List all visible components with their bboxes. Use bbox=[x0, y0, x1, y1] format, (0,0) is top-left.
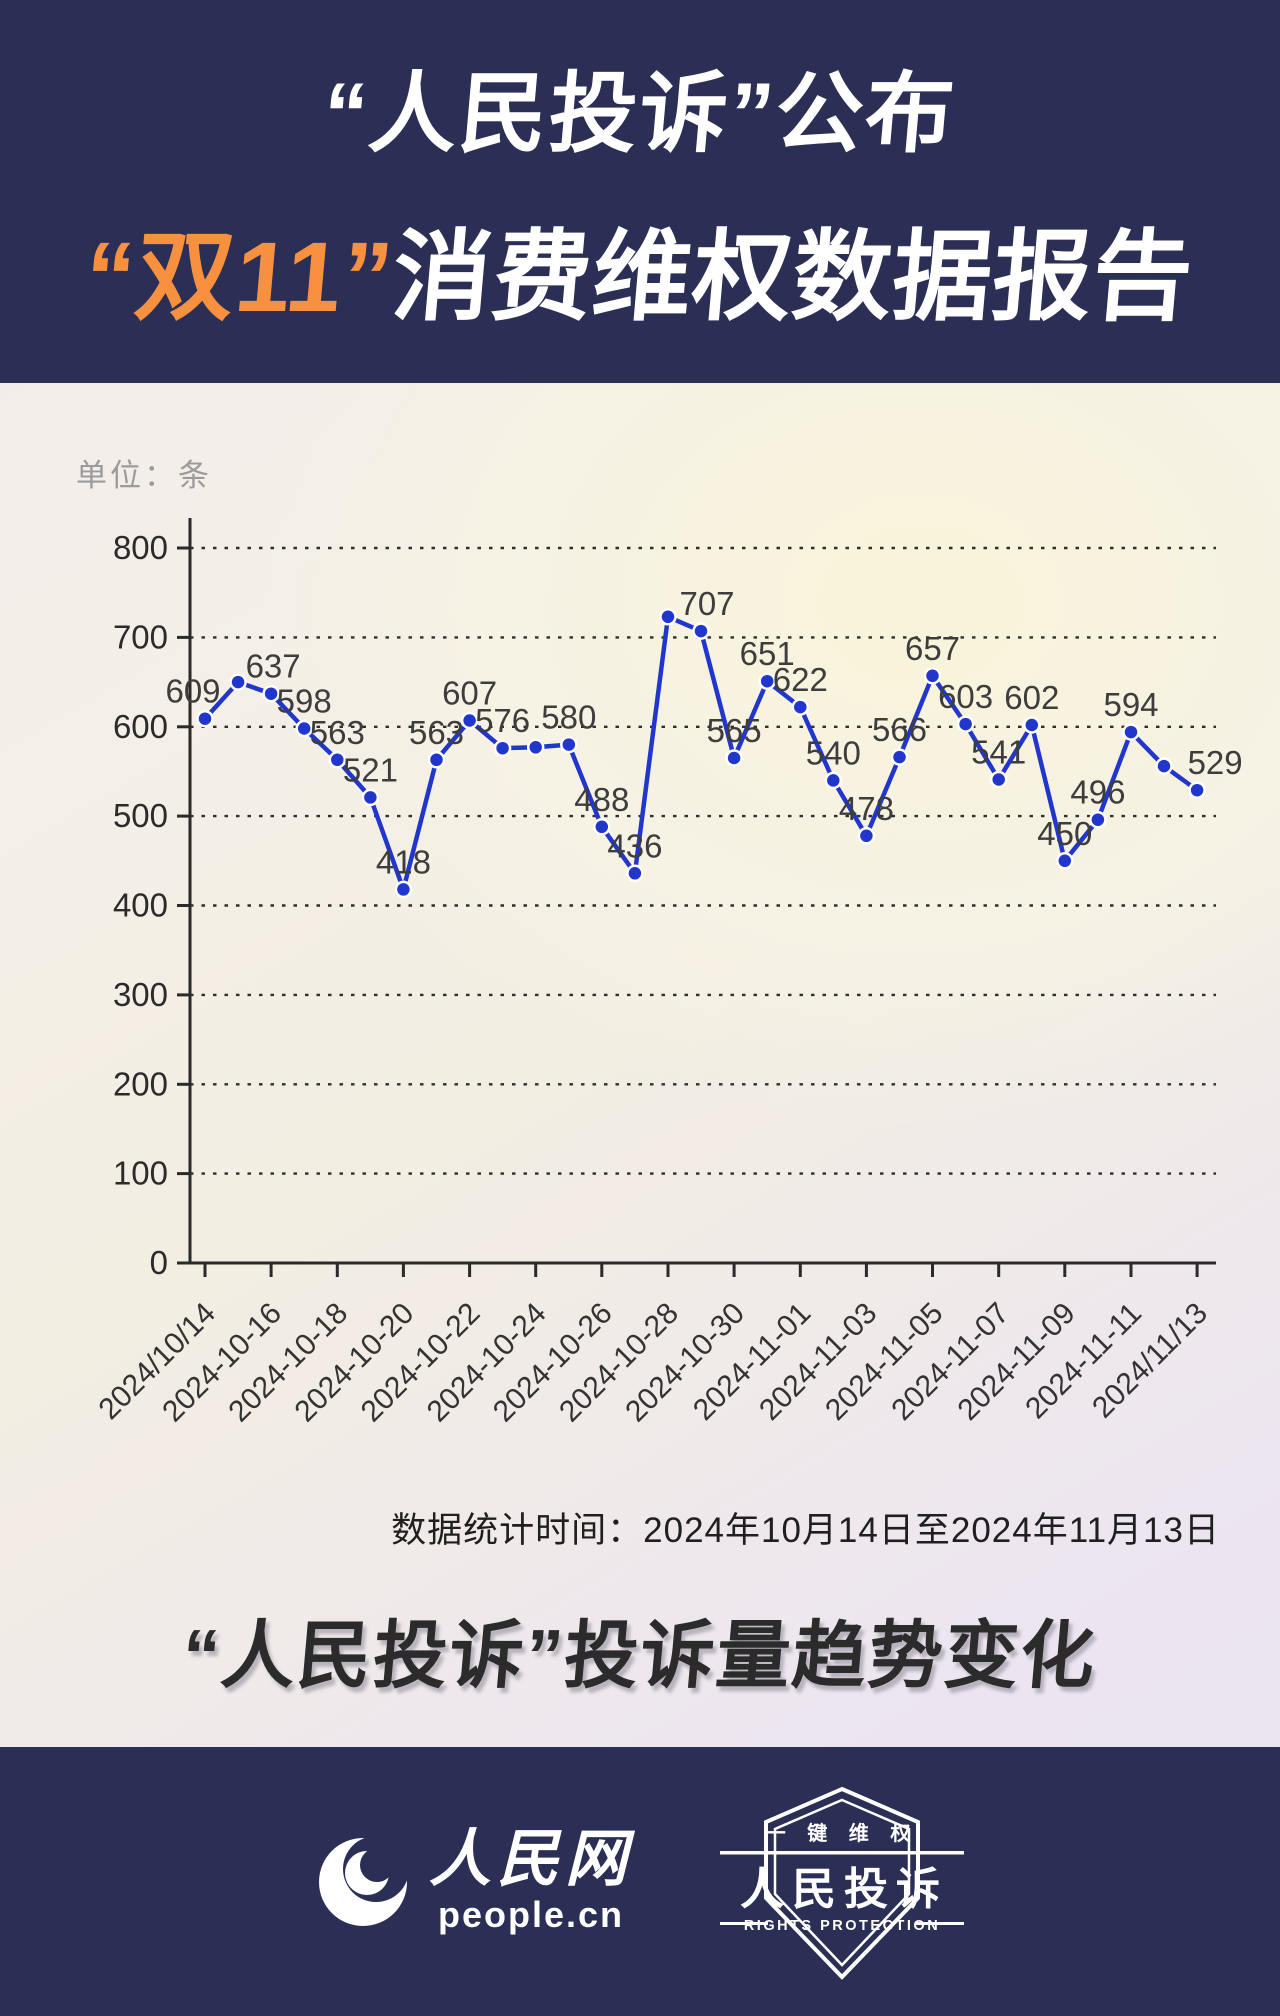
data-point bbox=[328, 751, 347, 769]
point-label: 565 bbox=[707, 712, 762, 749]
y-tick-label-600: 600 bbox=[113, 708, 168, 745]
data-point bbox=[1155, 757, 1173, 775]
point-label: 450 bbox=[1037, 815, 1092, 852]
chart-title: “人民投诉”投诉量趋势变化 bbox=[178, 1614, 1101, 1697]
data-point bbox=[1023, 716, 1041, 734]
point-label: 566 bbox=[872, 711, 927, 748]
data-period-caption: 数据统计时间：2024年10月14日至2024年11月13日 bbox=[391, 1511, 1220, 1550]
y-tick-label-300: 300 bbox=[113, 976, 168, 1013]
data-point bbox=[262, 684, 280, 703]
point-label: 541 bbox=[971, 734, 1026, 771]
badge-sub-text: RIGHTS PROTECTION bbox=[744, 1918, 940, 1934]
point-label: 488 bbox=[574, 781, 629, 818]
point-label: 563 bbox=[310, 714, 365, 751]
header-title-line2-rest: 消费维权数据报告 bbox=[388, 221, 1198, 332]
point-label: 609 bbox=[165, 673, 220, 710]
data-point bbox=[890, 748, 909, 766]
data-point bbox=[196, 709, 214, 728]
point-label: 637 bbox=[246, 648, 301, 685]
data-point bbox=[229, 673, 247, 691]
data-point bbox=[692, 622, 710, 640]
people-cn-wordmark: 人民网 people.cn bbox=[429, 1827, 633, 1936]
unit-label: 单位：条 bbox=[76, 458, 212, 493]
badge-upper-line bbox=[720, 1850, 964, 1854]
data-point bbox=[725, 749, 743, 767]
y-tick-label-500: 500 bbox=[113, 797, 168, 834]
data-point bbox=[460, 711, 479, 730]
data-point bbox=[1089, 810, 1107, 829]
point-label: 598 bbox=[277, 683, 332, 720]
point-label: 418 bbox=[376, 843, 431, 880]
data-point bbox=[560, 735, 578, 754]
data-point bbox=[295, 719, 313, 738]
rights-protection-badge: 一 键 维 权 人民投诉 RIGHTS PROTECTION bbox=[720, 1786, 964, 1980]
data-point bbox=[659, 608, 677, 626]
y-tick-label-400: 400 bbox=[113, 887, 168, 924]
footer-band: 人民网 people.cn 一 键 维 权 人民投诉 RIGHTS PROTEC… bbox=[0, 1747, 1280, 2016]
point-label: 478 bbox=[839, 790, 894, 827]
point-label: 580 bbox=[541, 699, 596, 736]
point-label: 496 bbox=[1070, 774, 1125, 811]
data-point bbox=[394, 880, 413, 899]
data-point bbox=[593, 818, 611, 836]
point-label: 622 bbox=[773, 661, 828, 698]
point-label: 603 bbox=[938, 678, 993, 715]
y-tick-label-800: 800 bbox=[113, 529, 168, 566]
data-point bbox=[956, 715, 975, 733]
badge-lower-line-left bbox=[720, 1921, 768, 1925]
y-tick-label-100: 100 bbox=[113, 1155, 168, 1192]
header-title-line2: “双11”消费维权数据报告 bbox=[80, 196, 1200, 340]
point-label: 707 bbox=[679, 585, 734, 622]
y-tick-label-200: 200 bbox=[113, 1065, 168, 1102]
data-point bbox=[923, 667, 942, 685]
data-point bbox=[1188, 781, 1206, 799]
point-label: 576 bbox=[475, 702, 530, 739]
point-label: 657 bbox=[905, 630, 960, 667]
point-label: 602 bbox=[1004, 679, 1059, 716]
header-title-highlight: “双11” bbox=[80, 221, 398, 332]
trend-line-chart: 01002003004005006007008002024/10/142024-… bbox=[92, 518, 1243, 1428]
y-tick-label-700: 700 bbox=[113, 618, 168, 655]
people-cn-domain: people.cn bbox=[437, 1894, 624, 1936]
point-label: 529 bbox=[1188, 744, 1243, 781]
header-title-line1: “人民投诉”公布 bbox=[319, 64, 960, 163]
point-label: 436 bbox=[607, 827, 662, 864]
badge-top-text: 一 键 维 权 bbox=[766, 1821, 919, 1845]
people-cn-swirl-icon bbox=[318, 1835, 409, 1926]
point-label: 563 bbox=[409, 714, 464, 751]
data-point bbox=[791, 698, 810, 716]
data-point bbox=[857, 827, 876, 845]
data-point bbox=[493, 739, 512, 757]
data-point bbox=[824, 771, 843, 790]
point-label: 540 bbox=[806, 734, 861, 771]
data-point bbox=[1122, 723, 1140, 741]
data-point bbox=[427, 751, 446, 769]
people-cn-name: 人民网 bbox=[428, 1824, 633, 1894]
badge-lower-line-right bbox=[916, 1921, 964, 1925]
data-point bbox=[626, 864, 644, 883]
data-point bbox=[526, 738, 545, 757]
badge-main-text: 人民投诉 bbox=[740, 1865, 948, 1914]
data-point bbox=[758, 672, 776, 690]
header-band: “人民投诉”公布 “双11”消费维权数据报告 bbox=[0, 0, 1280, 383]
point-label: 651 bbox=[740, 635, 795, 672]
y-tick-label-0: 0 bbox=[150, 1244, 168, 1281]
people-cn-logo: 人民网 people.cn bbox=[313, 1827, 633, 1936]
data-point bbox=[1056, 852, 1074, 870]
point-label: 594 bbox=[1103, 686, 1158, 723]
point-label: 607 bbox=[442, 675, 497, 712]
point-label: 521 bbox=[343, 751, 398, 788]
data-point bbox=[361, 788, 380, 807]
data-point bbox=[989, 770, 1008, 789]
